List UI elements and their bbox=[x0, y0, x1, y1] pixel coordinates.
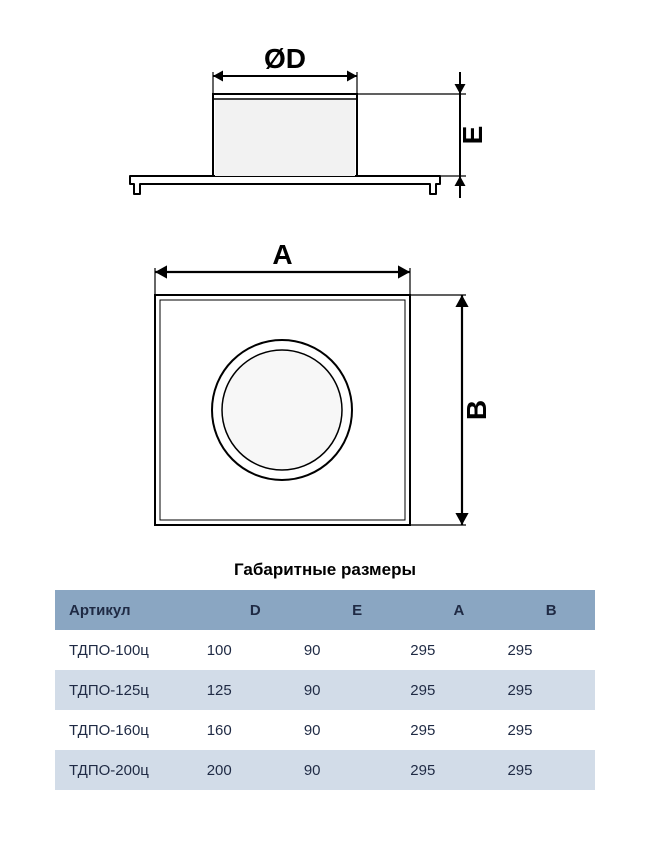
table-row: ТДПО-200ц20090295295 bbox=[55, 750, 595, 790]
table-cell: ТДПО-160ц bbox=[55, 710, 207, 750]
table-cell: 295 bbox=[410, 670, 507, 710]
table-header-row: АртикулDEAB bbox=[55, 590, 595, 630]
table-header-cell: D bbox=[207, 590, 304, 630]
page-container: ØDE AB Габаритные размеры АртикулDEABТДП… bbox=[0, 0, 650, 866]
table-cell: 295 bbox=[410, 750, 507, 790]
table-cell: 295 bbox=[410, 630, 507, 670]
table-cell: 125 bbox=[207, 670, 304, 710]
table-cell: 90 bbox=[304, 750, 410, 790]
table-cell: ТДПО-125ц bbox=[55, 670, 207, 710]
table-header-cell: E bbox=[304, 590, 410, 630]
table-row: ТДПО-160ц16090295295 bbox=[55, 710, 595, 750]
dimensions-table-section: Габаритные размеры АртикулDEABТДПО-100ц1… bbox=[0, 560, 650, 790]
flange-cross-section bbox=[130, 176, 440, 194]
table-row: ТДПО-100ц10090295295 bbox=[55, 630, 595, 670]
table-cell: 90 bbox=[304, 630, 410, 670]
front-plan-diagram: AB bbox=[80, 230, 580, 550]
table-header-cell: A bbox=[410, 590, 507, 630]
dim-label-D: ØD bbox=[264, 43, 306, 74]
table-cell: 100 bbox=[207, 630, 304, 670]
table-cell: ТДПО-100ц bbox=[55, 630, 207, 670]
collar-inner-circle bbox=[222, 350, 342, 470]
dim-label-E: E bbox=[457, 126, 488, 145]
table-row: ТДПО-125ц12590295295 bbox=[55, 670, 595, 710]
dim-label-A: A bbox=[272, 239, 292, 270]
table-cell: 90 bbox=[304, 670, 410, 710]
dim-label-B: B bbox=[461, 400, 492, 420]
table-cell: 295 bbox=[507, 750, 595, 790]
side-elevation-diagram: ØD E bbox=[120, 20, 530, 220]
table-header-cell: B bbox=[507, 590, 595, 630]
table-cell: 160 bbox=[207, 710, 304, 750]
table-cell: 295 bbox=[507, 670, 595, 710]
table-cell: 295 bbox=[410, 710, 507, 750]
table-cell: 90 bbox=[304, 710, 410, 750]
table-cell: 295 bbox=[507, 630, 595, 670]
table-cell: 295 bbox=[507, 710, 595, 750]
table-header-cell: Артикул bbox=[55, 590, 207, 630]
dimensions-table: АртикулDEABТДПО-100ц10090295295ТДПО-125ц… bbox=[55, 590, 595, 790]
dimensions-table-caption: Габаритные размеры bbox=[0, 560, 650, 580]
table-cell: ТДПО-200ц bbox=[55, 750, 207, 790]
table-cell: 200 bbox=[207, 750, 304, 790]
